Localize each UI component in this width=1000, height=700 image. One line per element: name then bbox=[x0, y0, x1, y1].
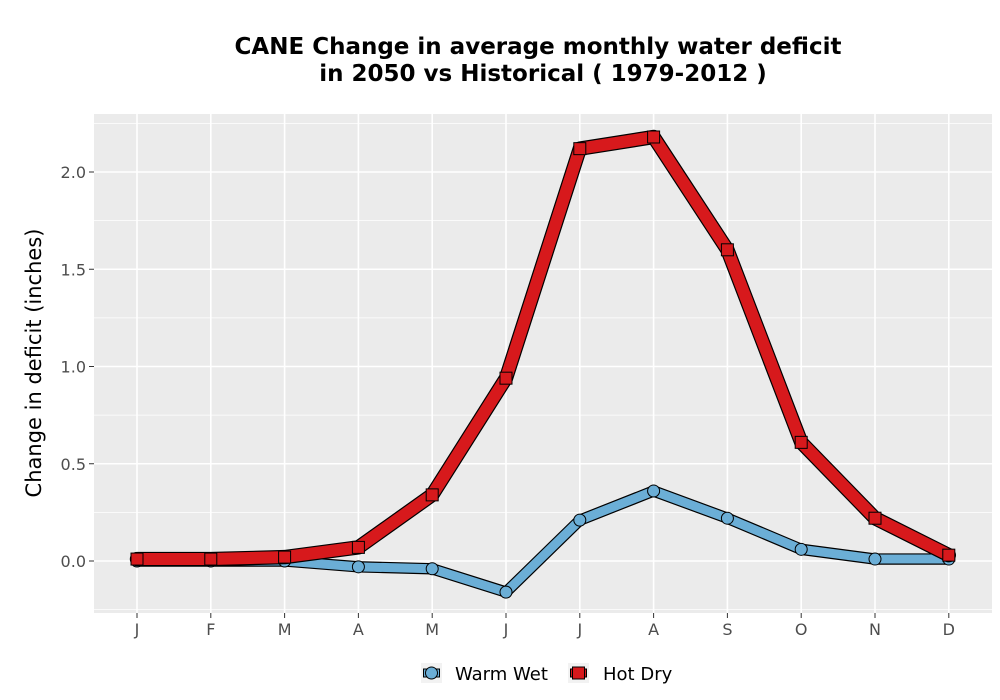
data-point bbox=[499, 371, 513, 385]
data-point bbox=[942, 548, 956, 562]
series-layer bbox=[129, 129, 956, 599]
legend-label: Hot Dry bbox=[603, 664, 673, 685]
x-tick-label: A bbox=[353, 620, 364, 639]
data-point bbox=[499, 585, 513, 599]
x-tick-label: S bbox=[722, 620, 732, 639]
series-hot-dry bbox=[129, 129, 956, 567]
data-point bbox=[573, 142, 587, 156]
x-tick-label: J bbox=[134, 620, 140, 639]
x-tick-label: A bbox=[648, 620, 659, 639]
data-point bbox=[868, 511, 882, 525]
data-point bbox=[720, 511, 734, 525]
x-tick-label: O bbox=[795, 620, 808, 639]
y-tick-label: 2.0 bbox=[61, 163, 86, 182]
y-tick-label: 0.0 bbox=[61, 552, 86, 571]
legend-label: Warm Wet bbox=[455, 664, 548, 685]
data-point bbox=[130, 552, 144, 566]
data-point bbox=[351, 540, 365, 554]
legend-item-warm-wet: Warm Wet bbox=[421, 663, 548, 685]
data-point bbox=[720, 243, 734, 257]
chart-title-line-1: CANE Change in average monthly water def… bbox=[235, 34, 842, 60]
data-point bbox=[647, 484, 661, 498]
data-point bbox=[868, 552, 882, 566]
y-axis-title: Change in deficit (inches) bbox=[22, 229, 46, 498]
data-point bbox=[794, 435, 808, 449]
legend: Warm Wet Hot Dry bbox=[421, 663, 673, 685]
minor-grid-lines bbox=[94, 122, 992, 611]
y-axis-ticks: 0.0 0.5 1.0 1.5 2.0 bbox=[61, 163, 94, 571]
x-tick-label: J bbox=[576, 620, 582, 639]
x-tick-label: N bbox=[869, 620, 881, 639]
x-tick-label: J bbox=[503, 620, 509, 639]
x-tick-label: M bbox=[278, 620, 292, 639]
y-tick-label: 1.0 bbox=[61, 358, 86, 377]
x-tick-label: D bbox=[943, 620, 955, 639]
data-point bbox=[794, 542, 808, 556]
y-tick-label: 1.5 bbox=[61, 260, 86, 279]
major-grid-lines bbox=[94, 114, 992, 613]
plot-panel bbox=[94, 114, 992, 613]
data-point bbox=[278, 550, 292, 564]
data-point bbox=[425, 488, 439, 502]
y-tick-label: 0.5 bbox=[61, 455, 86, 474]
data-point bbox=[351, 560, 365, 574]
legend-marker bbox=[572, 666, 585, 680]
x-tick-label: F bbox=[206, 620, 215, 639]
legend-marker bbox=[425, 666, 438, 680]
legend-item-hot-dry: Hot Dry bbox=[568, 663, 673, 685]
series-line bbox=[131, 130, 955, 566]
data-point bbox=[425, 562, 439, 576]
data-point bbox=[573, 513, 587, 527]
x-tick-label: M bbox=[425, 620, 439, 639]
data-point bbox=[647, 130, 661, 144]
chart-title-line-2: in 2050 vs Historical ( 1979-2012 ) bbox=[319, 61, 766, 87]
data-point bbox=[204, 552, 218, 566]
